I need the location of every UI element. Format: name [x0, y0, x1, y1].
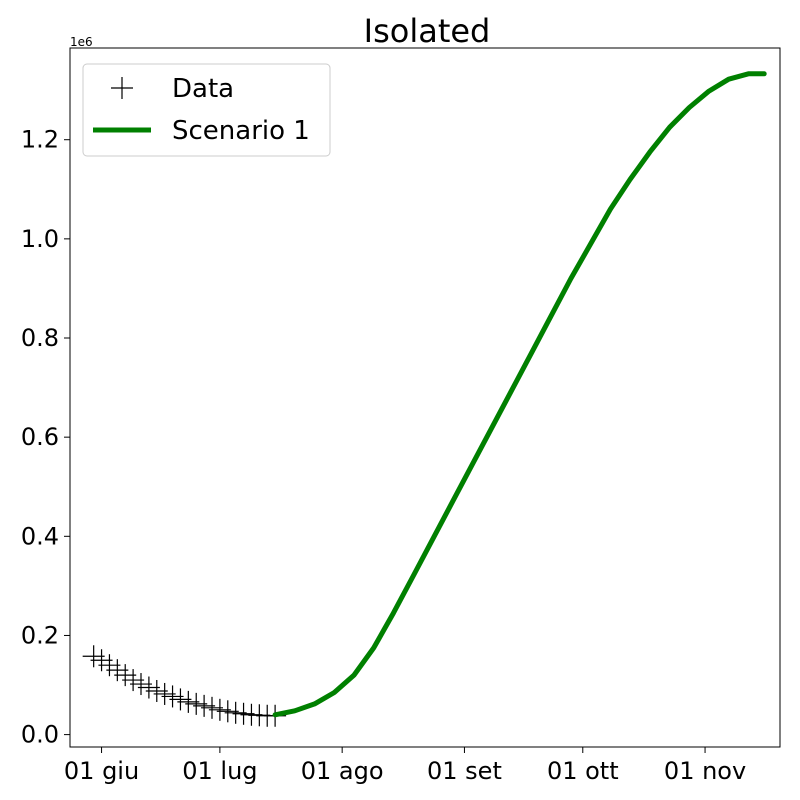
axes: 01 giu 01 lug 01 ago 01 set 01 ott 01 nov 0.0 0…	[21, 47, 781, 785]
y-tick-label: 0.2	[21, 621, 59, 649]
y-tick-label: 1.2	[21, 126, 59, 154]
legend: Data Scenario 1	[82, 63, 331, 157]
x-tick-label: 01 lug	[182, 757, 257, 785]
y-tick-label: 0.0	[21, 721, 59, 749]
legend-label: Data	[172, 74, 234, 104]
x-tick-label: 01 nov	[664, 757, 746, 785]
y-tick-label: 0.8	[21, 324, 59, 352]
x-tick-label: 01 ott	[547, 757, 619, 785]
y-tick-label: 0.6	[21, 423, 59, 451]
y-tick-label: 0.4	[21, 522, 59, 550]
x-tick-label: 01 ago	[301, 757, 384, 785]
axes-frame	[69, 47, 781, 748]
legend-handle-marker	[111, 77, 133, 99]
x-tick-label: 01 set	[427, 757, 502, 785]
legend-box	[82, 63, 331, 157]
chart-title: Isolated	[364, 12, 491, 50]
x-tick-label: 01 giu	[64, 757, 139, 785]
y-offset-label: 1e6	[70, 35, 93, 49]
series-line-scenario-1	[272, 71, 767, 718]
legend-label: Scenario 1	[172, 116, 310, 146]
plot-area	[82, 71, 767, 727]
y-tick-label: 1.0	[21, 225, 59, 253]
